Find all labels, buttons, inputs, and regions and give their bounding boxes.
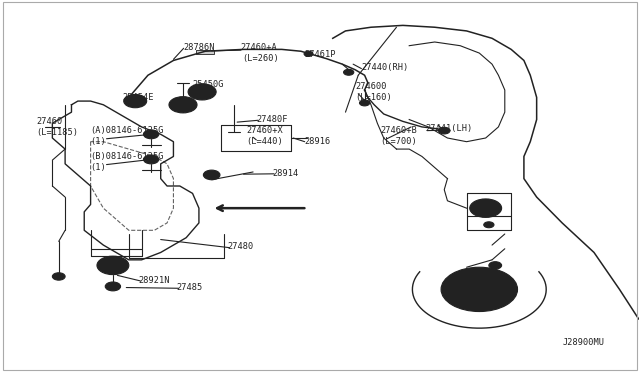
Circle shape <box>478 204 493 212</box>
Text: (A)08146-6125G
(1): (A)08146-6125G (1) <box>91 126 164 146</box>
Circle shape <box>489 262 502 269</box>
Text: (B)08146-6125G
(1): (B)08146-6125G (1) <box>91 152 164 172</box>
Text: 27480: 27480 <box>228 243 254 251</box>
Text: 27485: 27485 <box>177 283 203 292</box>
FancyBboxPatch shape <box>196 50 214 54</box>
Circle shape <box>484 222 494 228</box>
Circle shape <box>441 267 518 311</box>
Circle shape <box>344 69 354 75</box>
Circle shape <box>148 158 154 161</box>
Circle shape <box>169 97 197 113</box>
Circle shape <box>460 278 499 301</box>
Circle shape <box>109 263 116 267</box>
Text: 27461P: 27461P <box>304 51 335 60</box>
Text: 274600
(L=160): 274600 (L=160) <box>355 82 392 102</box>
Circle shape <box>304 51 313 57</box>
Text: J28900MU: J28900MU <box>562 339 604 347</box>
Circle shape <box>195 87 210 96</box>
Circle shape <box>360 100 370 106</box>
Text: 28786N: 28786N <box>183 43 214 52</box>
Text: (L=260): (L=260) <box>243 54 279 63</box>
Circle shape <box>478 200 487 205</box>
Circle shape <box>127 96 137 102</box>
Circle shape <box>105 282 120 291</box>
Text: 28916: 28916 <box>304 137 330 146</box>
Circle shape <box>204 170 220 180</box>
Text: 27460+A: 27460+A <box>241 43 277 52</box>
Text: 27460+X
(L=440): 27460+X (L=440) <box>246 126 284 146</box>
Text: 27440(RH): 27440(RH) <box>362 63 409 72</box>
Text: 27480F: 27480F <box>256 115 288 124</box>
Circle shape <box>143 155 159 164</box>
Circle shape <box>438 127 450 134</box>
Circle shape <box>143 130 159 139</box>
Circle shape <box>177 101 189 109</box>
Text: 28921N: 28921N <box>138 276 170 285</box>
Circle shape <box>52 273 65 280</box>
Text: 27441(LH): 27441(LH) <box>425 124 472 133</box>
Circle shape <box>188 84 216 100</box>
Circle shape <box>470 199 502 217</box>
Text: 27460+B
(L=700): 27460+B (L=700) <box>381 126 417 146</box>
Text: 28914: 28914 <box>272 169 298 177</box>
Text: 25454E: 25454E <box>122 93 154 102</box>
Circle shape <box>97 256 129 275</box>
Text: 27460
(L=1185): 27460 (L=1185) <box>36 117 79 137</box>
Circle shape <box>148 132 154 136</box>
Circle shape <box>104 260 122 270</box>
Text: 25450G: 25450G <box>193 80 224 89</box>
Circle shape <box>124 94 147 108</box>
Circle shape <box>130 98 140 104</box>
